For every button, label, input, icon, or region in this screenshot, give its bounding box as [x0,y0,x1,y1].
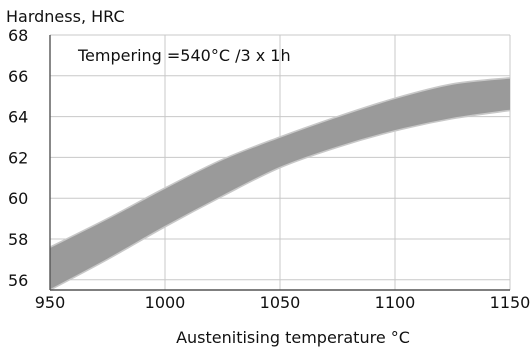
x-axis-title: Austenitising temperature °C [176,328,410,347]
y-tick-label-58: 58 [8,230,28,249]
y-tick-label-62: 62 [8,148,28,167]
y-tick-labels: 56 58 60 62 64 66 68 [8,26,28,290]
x-tick-label-1150: 1150 [490,293,531,312]
y-tick-label-64: 64 [8,108,28,127]
y-tick-label-68: 68 [8,26,28,45]
y-tick-label-60: 60 [8,189,28,208]
hardness-band-lower-edge [49,109,511,291]
hardness-band-group [49,77,511,291]
tempering-annotation: Tempering =540°C /3 x 1h [77,46,291,65]
x-tick-label-1050: 1050 [260,293,301,312]
x-tick-label-1000: 1000 [145,293,186,312]
y-tick-label-66: 66 [8,67,28,86]
x-tick-label-950: 950 [35,293,66,312]
y-axis-title: Hardness, HRC [6,7,125,26]
axes [49,35,510,291]
y-tick-label-56: 56 [8,271,28,290]
hardness-band-upper-edge [49,77,511,248]
x-tick-labels: 950 1000 1050 1100 1150 [35,293,531,312]
x-tick-label-1100: 1100 [375,293,416,312]
